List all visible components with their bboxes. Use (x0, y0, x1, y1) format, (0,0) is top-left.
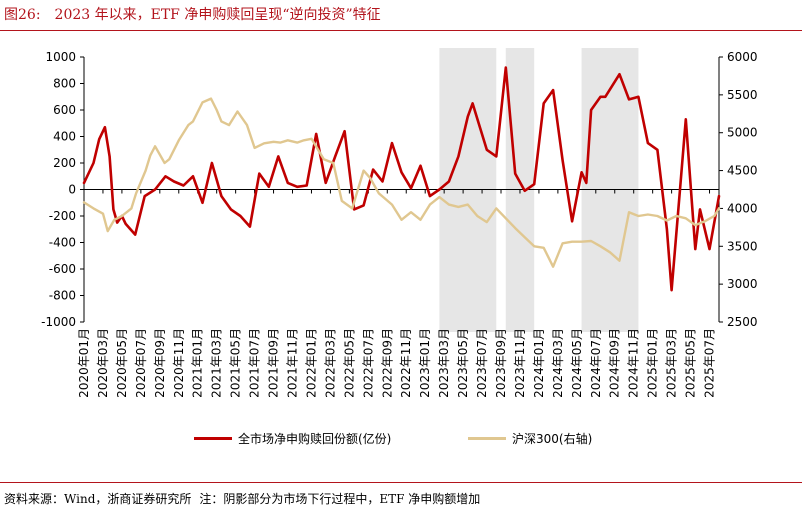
right-tick-label: 5500 (727, 88, 758, 102)
figure-label: 图26: (4, 7, 41, 23)
x-tick-label: 2023年11月 (513, 328, 527, 398)
left-tick-label: 1000 (45, 50, 76, 64)
x-tick-label: 2023年09月 (494, 328, 508, 398)
x-tick-label: 2020年03月 (96, 328, 110, 398)
x-tick-label: 2022年05月 (342, 328, 356, 398)
x-tick-label: 2023年03月 (437, 328, 451, 398)
legend-item-csi300: 沪深300(右轴) (468, 430, 592, 447)
right-tick-label: 5000 (727, 126, 758, 140)
left-tick-label: 400 (53, 130, 76, 144)
title-rule (0, 30, 802, 31)
x-tick-label: 2023年01月 (418, 328, 432, 398)
x-tick-label: 2020年11月 (172, 328, 186, 398)
left-tick-label: 0 (68, 183, 76, 197)
chart-source: 资料来源：Wind，浙商证券研究所 注：阴影部分为市场下行过程中，ETF 净申购额… (4, 490, 480, 507)
x-tick-label: 2021年01月 (191, 328, 205, 398)
chart-canvas: 1000 800 600 400 200 0 -200 -400 -600 -800 -1000 60… (41, 48, 758, 398)
left-tick-label: 600 (53, 103, 76, 117)
x-tick-label: 2024年05月 (570, 328, 584, 398)
left-tick-label: -800 (49, 289, 76, 303)
left-tick-label: 200 (53, 156, 76, 170)
x-tick-label: 2023年05月 (456, 328, 470, 398)
figure-title-text: 2023 年以来，ETF 净申购赎回呈现“逆向投资”特征 (54, 7, 381, 23)
right-tick-label: 2500 (727, 315, 758, 329)
x-tick-label: 2022年01月 (304, 328, 318, 398)
right-tick-label: 3000 (727, 277, 758, 291)
x-tick-label: 2020年05月 (115, 328, 129, 398)
x-tick-label: 2025年07月 (703, 328, 717, 398)
x-tick-label: 2024年01月 (532, 328, 546, 398)
left-tick-label: -1000 (41, 315, 76, 329)
right-tick-label: 4000 (727, 201, 758, 215)
chart-title: 图26: 2023 年以来，ETF 净申购赎回呈现“逆向投资”特征 (4, 4, 381, 24)
left-tick-label: 800 (53, 77, 76, 91)
x-tick-label: 2024年09月 (608, 328, 622, 398)
x-tick-label: 2021年11月 (286, 328, 300, 398)
x-tick-label: 2021年07月 (248, 328, 262, 398)
source-text: 资料来源：Wind，浙商证券研究所 (4, 492, 192, 506)
x-tick-label: 2022年11月 (399, 328, 413, 398)
legend-item-net-subscription: 全市场净申购赎回份额(亿份) (194, 430, 391, 447)
left-tick-label: -400 (49, 236, 76, 250)
x-tick-label: 2025年01月 (646, 328, 660, 398)
x-tick-label: 2022年07月 (361, 328, 375, 398)
legend-swatch-net-subscription (194, 437, 232, 440)
series-line-csi300 (82, 97, 721, 268)
legend-swatch-csi300 (468, 437, 506, 440)
x-tick-label: 2020年09月 (153, 328, 167, 398)
x-tick-label: 2024年03月 (551, 328, 565, 398)
legend-label-csi300: 沪深300(右轴) (512, 432, 593, 446)
x-tick-label: 2025年05月 (684, 328, 698, 398)
x-tick-label: 2024年07月 (589, 328, 603, 398)
x-tick-label: 2020年01月 (77, 328, 91, 398)
x-tick-label: 2023年07月 (475, 328, 489, 398)
right-tick-label: 4500 (727, 164, 758, 178)
left-tick-label: -600 (49, 262, 76, 276)
x-tick-label: 2020年07月 (134, 328, 148, 398)
x-tick-label: 2021年03月 (210, 328, 224, 398)
chart-legend: 全市场净申购赎回份额(亿份) 沪深300(右轴) (0, 430, 802, 450)
x-tick-label: 2021年09月 (267, 328, 281, 398)
left-tick-label: -200 (49, 209, 76, 223)
x-tick-label: 2022年09月 (380, 328, 394, 398)
series-line-net-subscription (82, 66, 721, 292)
x-tick-label: 2022年03月 (323, 328, 337, 398)
x-tick-label: 2024年11月 (627, 328, 641, 398)
x-tick-label: 2021年05月 (229, 328, 243, 398)
right-tick-label: 3500 (727, 239, 758, 253)
legend-label-net-subscription: 全市场净申购赎回份额(亿份) (238, 432, 392, 446)
note-text: 注：阴影部分为市场下行过程中，ETF 净申购额增加 (199, 492, 481, 506)
right-tick-label: 6000 (727, 50, 758, 64)
x-tick-label: 2025年03月 (665, 328, 679, 398)
footer-rule (0, 482, 802, 483)
